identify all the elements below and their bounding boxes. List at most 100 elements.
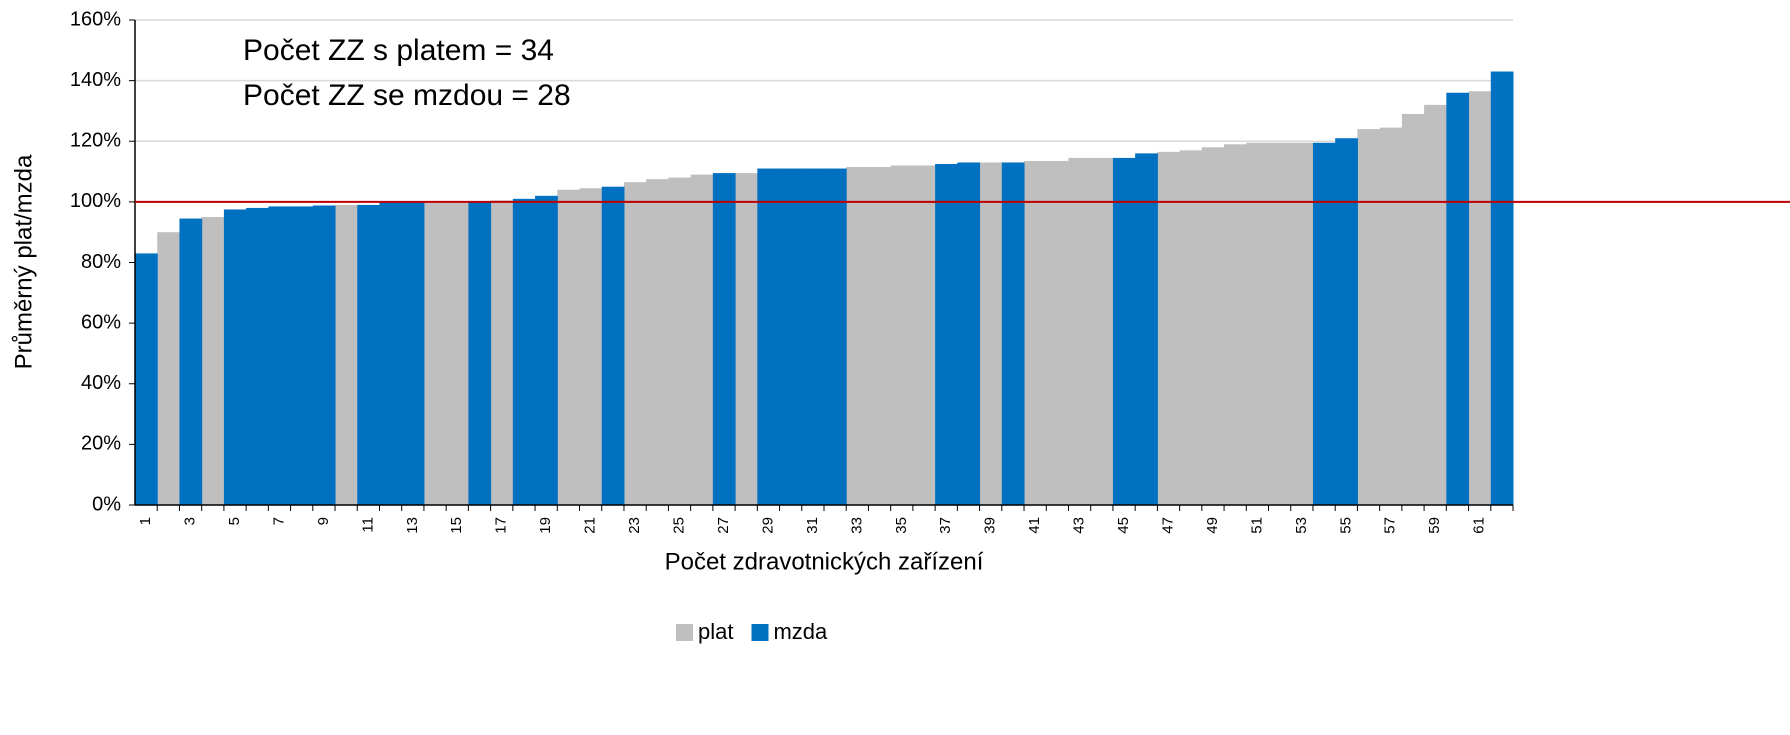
- annotation: Počet ZZ se mzdou = 28: [243, 79, 571, 112]
- x-tick-label: 9: [315, 517, 332, 525]
- bar: [1046, 160, 1069, 505]
- x-axis-title: Počet zdravotnických zařízení: [665, 548, 984, 575]
- y-tick-label: 20%: [81, 433, 121, 455]
- bar: [179, 218, 203, 505]
- bar: [957, 162, 981, 505]
- bar: [1179, 150, 1203, 505]
- bar: [1246, 142, 1270, 505]
- bar: [535, 195, 558, 505]
- x-tick-label: 23: [626, 517, 643, 534]
- bar: [490, 200, 514, 505]
- y-tick-label: 120%: [70, 130, 121, 152]
- bar: [1090, 157, 1114, 505]
- annotation: Počet ZZ s platem = 34: [243, 34, 554, 67]
- x-tick-label: 17: [493, 517, 510, 534]
- bar: [1379, 127, 1403, 505]
- bar: [1024, 160, 1047, 505]
- bar: [312, 205, 336, 505]
- x-tick-label: 7: [270, 517, 287, 525]
- bar: [1135, 153, 1158, 505]
- bar: [623, 182, 647, 505]
- bar: [1201, 147, 1225, 505]
- x-tick-label: 27: [715, 517, 732, 534]
- bar: [579, 188, 603, 505]
- legend-swatch: [676, 624, 693, 641]
- bar: [246, 207, 269, 505]
- legend-label: plat: [698, 619, 733, 644]
- bar: [1335, 138, 1358, 505]
- bar: [157, 232, 180, 505]
- x-tick-label: 43: [1071, 517, 1088, 534]
- bar: [646, 179, 669, 505]
- bar: [890, 165, 914, 505]
- x-tick-label: 3: [182, 517, 199, 525]
- bar: [223, 209, 247, 505]
- y-tick-label: 100%: [70, 190, 121, 212]
- bar: [512, 198, 536, 505]
- bar: [1001, 162, 1025, 505]
- x-tick-label: 19: [537, 517, 554, 534]
- x-tick-label: 15: [448, 517, 465, 534]
- bar: [801, 168, 825, 505]
- bar: [757, 168, 781, 505]
- x-tick-label: 53: [1293, 517, 1310, 534]
- bar: [601, 186, 625, 505]
- x-tick-label: 21: [582, 517, 599, 534]
- bar: [690, 174, 714, 505]
- x-tick-label: 39: [982, 517, 999, 534]
- bar: [1290, 142, 1314, 505]
- bar: [201, 217, 225, 505]
- x-tick-label: 11: [359, 517, 376, 533]
- bar: [1468, 91, 1492, 505]
- bar: [379, 201, 403, 505]
- bar: [912, 165, 936, 505]
- x-tick-label: 51: [1248, 517, 1265, 534]
- bar: [335, 204, 358, 505]
- bar: [935, 163, 958, 505]
- bar: [735, 173, 758, 505]
- bar: [1490, 71, 1514, 505]
- x-tick-label: 1: [137, 517, 154, 525]
- bar: [268, 206, 292, 505]
- x-tick-label: 61: [1471, 517, 1488, 534]
- x-tick-label: 25: [671, 517, 688, 534]
- bar: [779, 168, 803, 505]
- y-tick-label: 0%: [92, 493, 121, 515]
- x-tick-label: 5: [226, 517, 243, 525]
- bar: [1157, 151, 1181, 505]
- x-tick-label: 57: [1382, 517, 1399, 534]
- x-tick-label: 13: [404, 517, 421, 534]
- bar: [468, 201, 492, 505]
- y-tick-label: 40%: [81, 372, 121, 394]
- bar: [401, 201, 425, 505]
- y-axis-title: Průměrný plat/mzda: [10, 154, 37, 369]
- bar: [846, 167, 869, 505]
- bar: [712, 173, 736, 505]
- bar: [1268, 142, 1292, 505]
- bar: [1446, 92, 1470, 505]
- bar: [1224, 144, 1247, 505]
- x-tick-label: 33: [848, 517, 865, 534]
- y-tick-label: 160%: [70, 8, 121, 30]
- bar: [1112, 157, 1136, 505]
- bar: [423, 201, 447, 505]
- x-tick-label: 45: [1115, 517, 1132, 534]
- bar: [1312, 142, 1336, 505]
- x-tick-label: 55: [1337, 517, 1354, 534]
- x-tick-label: 47: [1159, 517, 1176, 534]
- bar: [290, 206, 314, 505]
- x-tick-label: 41: [1026, 517, 1043, 534]
- x-tick-label: 31: [804, 517, 821, 534]
- x-tick-label: 37: [937, 517, 954, 534]
- bar: [868, 167, 892, 505]
- bar: [1424, 104, 1447, 505]
- bar: [824, 168, 847, 505]
- bar: [446, 201, 469, 505]
- bar: [668, 177, 692, 505]
- x-tick-label: 35: [893, 517, 910, 534]
- y-tick-label: 80%: [81, 251, 121, 273]
- y-tick-label: 60%: [81, 311, 121, 333]
- bar: [557, 189, 581, 505]
- x-tick-label: 29: [759, 517, 776, 534]
